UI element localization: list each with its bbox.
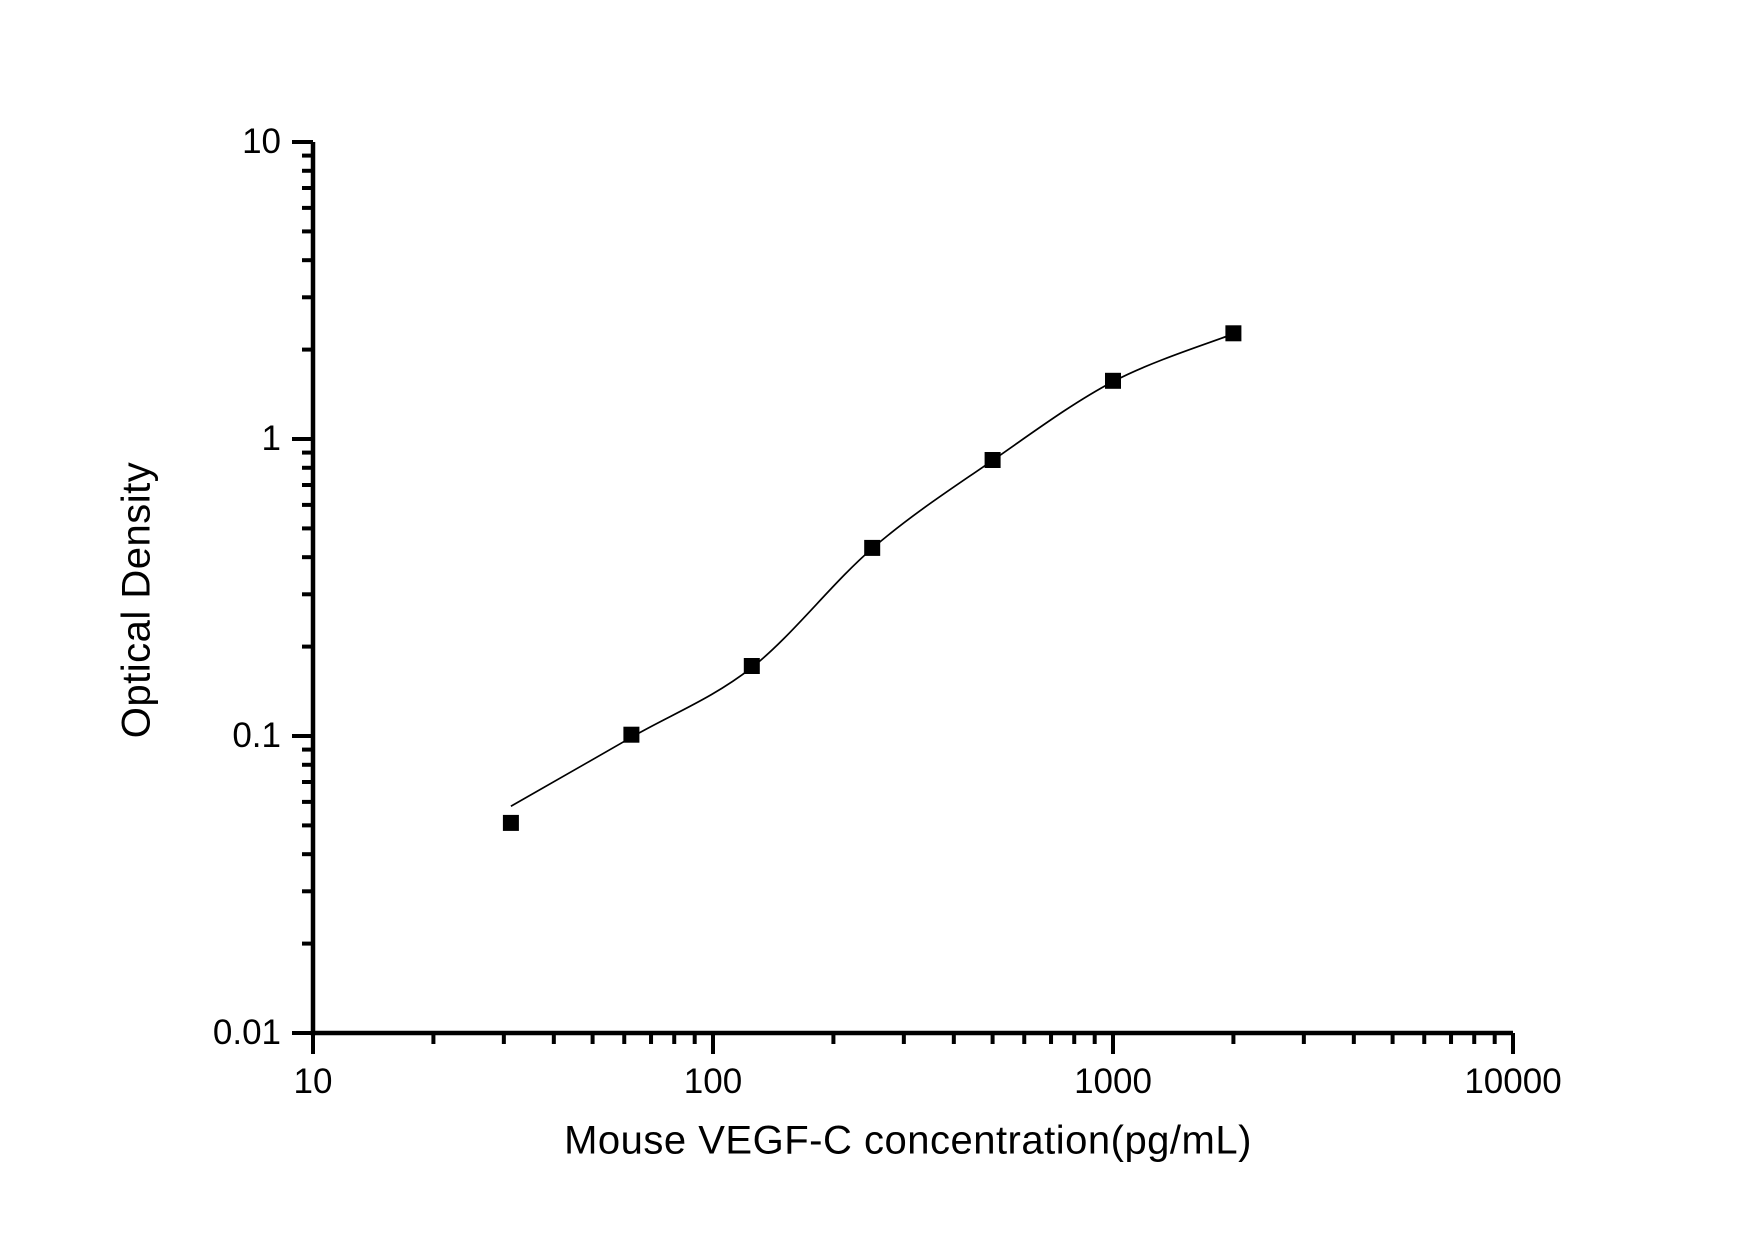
x-axis-title: Mouse VEGF-C concentration(pg/mL) <box>564 1118 1252 1163</box>
data-point-marker <box>502 814 519 831</box>
data-point-marker <box>864 539 881 556</box>
data-point-marker <box>623 726 640 743</box>
y-tick-label: 10 <box>242 122 281 161</box>
data-point-marker <box>1225 325 1242 342</box>
fit-curve <box>510 333 1234 808</box>
data-point-marker <box>984 452 1001 468</box>
x-tick-label: 10 <box>294 1062 333 1101</box>
y-tick-label: 0.1 <box>232 716 281 755</box>
x-tick-label: 100 <box>684 1062 742 1101</box>
x-tick-label: 1000 <box>1074 1062 1152 1101</box>
data-point-marker <box>1105 372 1121 389</box>
y-tick-label: 1 <box>262 419 281 458</box>
x-tick-label: 10000 <box>1464 1062 1561 1101</box>
data-point-marker <box>743 658 760 674</box>
y-axis-title: Optical Density <box>114 461 159 739</box>
y-tick-label: 0.01 <box>213 1013 281 1052</box>
